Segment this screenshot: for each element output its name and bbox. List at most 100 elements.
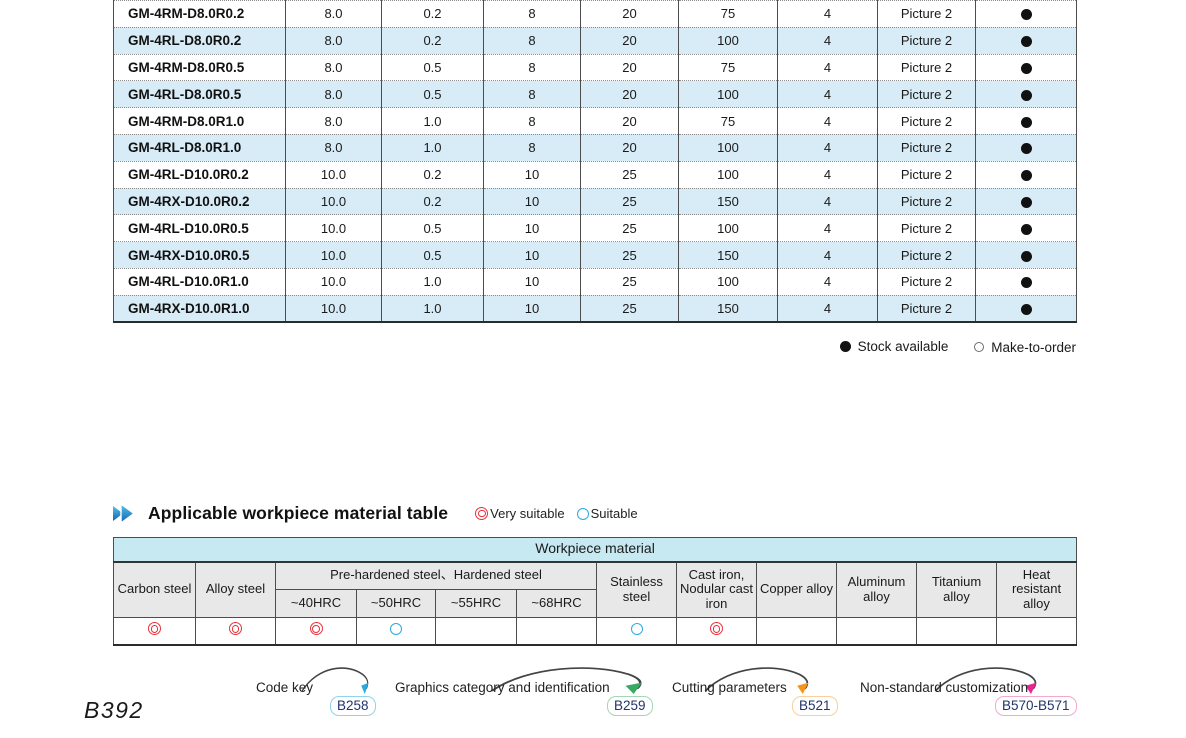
spec-value-cell: 75	[678, 53, 778, 81]
spec-value-cell: 100	[678, 160, 778, 189]
spec-value-cell: 8.0	[285, 26, 382, 55]
stock-available-icon	[1020, 36, 1032, 48]
stock-available-icon	[1020, 116, 1032, 128]
spec-value-cell: 0.5	[381, 214, 484, 242]
spec-value-cell: 100	[678, 26, 778, 55]
material-rating-cell	[113, 617, 196, 646]
page-number: B392	[84, 697, 144, 723]
material-column-header: Pre-hardened steel、Hardened steel	[275, 561, 597, 590]
model-code-cell: GM-4RL-D8.0R1.0	[113, 133, 286, 162]
stock-available-icon	[1020, 89, 1032, 101]
stock-cell	[975, 26, 1077, 55]
make-to-order-label: Make-to-order	[991, 339, 1076, 355]
spec-value-cell: 25	[580, 294, 679, 323]
material-rating-cell	[195, 617, 276, 646]
spec-value-cell: 4	[777, 294, 878, 323]
spec-value-cell: 100	[678, 133, 778, 162]
spec-value-cell: 0.2	[381, 187, 484, 215]
spec-value-cell: 150	[678, 241, 778, 269]
suitable-legend: Suitable	[576, 506, 638, 521]
model-code-cell: GM-4RL-D10.0R0.2	[113, 160, 286, 189]
spec-value-cell: 8.0	[285, 0, 382, 28]
spec-value-cell: 75	[678, 107, 778, 135]
material-column-header: Aluminum alloy	[836, 561, 917, 618]
spec-value-cell: 8	[483, 26, 581, 55]
spec-value-cell: 8.0	[285, 80, 382, 108]
spec-row: GM-4RM-D8.0R0.5 8.0 0.5 8 20 75 4 Picture 2	[113, 53, 1077, 81]
very-suitable-icon	[475, 507, 489, 520]
hardness-sub-header: ~55HRC	[435, 589, 517, 618]
model-code-cell: GM-4RM-D8.0R0.5	[113, 53, 286, 81]
model-code-cell: GM-4RL-D8.0R0.2	[113, 26, 286, 55]
suitable-icon	[576, 507, 589, 520]
make-to-order-legend: Make-to-order	[974, 340, 1076, 355]
spec-value-cell: Picture 2	[877, 294, 976, 323]
material-rating-cell	[916, 617, 997, 646]
spec-value-cell: 0.5	[381, 53, 484, 81]
footer-link-label: Graphics category and identification	[395, 680, 610, 695]
spec-value-cell: 0.5	[381, 241, 484, 269]
spec-value-cell: 8.0	[285, 133, 382, 162]
suitable-icon	[630, 622, 643, 635]
section-title: Applicable workpiece material table	[148, 503, 449, 523]
spec-value-cell: 8	[483, 107, 581, 135]
spec-value-cell: 10	[483, 267, 581, 296]
page-ref-badge[interactable]: B570-B571	[995, 696, 1077, 716]
page-ref-badge[interactable]: B521	[792, 696, 838, 716]
spec-row: GM-4RL-D10.0R1.0 10.0 1.0 10 25 100 4 Picture 2	[113, 267, 1077, 296]
footer-link-item: Code key B258	[256, 667, 391, 724]
footer-link-item: Cutting parameters B521	[672, 667, 852, 724]
spec-row: GM-4RX-D10.0R1.0 10.0 1.0 10 25 150 4 Picture 2	[113, 294, 1077, 323]
spec-value-cell: 10	[483, 214, 581, 242]
spec-value-cell: 25	[580, 160, 679, 189]
page-ref-badge[interactable]: B258	[330, 696, 376, 716]
spec-value-cell: 0.5	[381, 80, 484, 108]
spec-value-cell: 25	[580, 267, 679, 296]
spec-value-cell: 4	[777, 0, 878, 28]
page-ref-badge[interactable]: B259	[607, 696, 653, 716]
spec-value-cell: Picture 2	[877, 267, 976, 296]
spec-value-cell: 10.0	[285, 214, 382, 242]
material-column-header: Carbon steel	[113, 561, 196, 618]
spec-value-cell: 8	[483, 80, 581, 108]
model-code-cell: GM-4RL-D8.0R0.5	[113, 80, 286, 108]
spec-value-cell: 4	[777, 160, 878, 189]
spec-row: GM-4RL-D8.0R0.5 8.0 0.5 8 20 100 4 Picture 2	[113, 80, 1077, 108]
spec-value-cell: 4	[777, 26, 878, 55]
material-rating-cell	[836, 617, 917, 646]
pointer-arrow-icon	[934, 667, 1037, 694]
model-code-cell: GM-4RL-D10.0R1.0	[113, 267, 286, 296]
stock-cell	[975, 80, 1077, 108]
model-code-cell: GM-4RL-D10.0R0.5	[113, 214, 286, 242]
spec-row: GM-4RM-D8.0R1.0 8.0 1.0 8 20 75 4 Picture 2	[113, 107, 1077, 135]
spec-value-cell: Picture 2	[877, 26, 976, 55]
footer-link-item: Graphics category and identification B259	[395, 667, 665, 724]
spec-value-cell: 20	[580, 53, 679, 81]
stock-cell	[975, 0, 1077, 28]
stock-available-icon	[1020, 250, 1032, 262]
material-table: Workpiece material Carbon steel Alloy ste…	[112, 537, 1078, 646]
spec-value-cell: 4	[777, 133, 878, 162]
spec-value-cell: 1.0	[381, 107, 484, 135]
spec-value-cell: 4	[777, 214, 878, 242]
spec-value-cell: 100	[678, 267, 778, 296]
spec-row: GM-4RL-D10.0R0.2 10.0 0.2 10 25 100 4 Picture 2	[113, 160, 1077, 189]
spec-value-cell: 8	[483, 53, 581, 81]
stock-available-icon	[1020, 143, 1032, 155]
make-to-order-icon	[974, 342, 985, 352]
spec-value-cell: Picture 2	[877, 187, 976, 215]
spec-value-cell: Picture 2	[877, 0, 976, 28]
spec-value-cell: 20	[580, 80, 679, 108]
footer-link-label: Non-standard customization	[860, 680, 1029, 695]
spec-value-cell: 25	[580, 187, 679, 215]
material-column-header: Copper alloy	[756, 561, 837, 618]
very-suitable-label: Very suitable	[490, 506, 565, 521]
model-code-cell: GM-4RX-D10.0R0.5	[113, 241, 286, 269]
material-section-header: Applicable workpiece material table Very…	[112, 503, 638, 524]
model-code-cell: GM-4RM-D8.0R0.2	[113, 0, 286, 28]
hardness-sub-header: ~68HRC	[516, 589, 597, 618]
stock-available-icon	[1020, 9, 1032, 21]
stock-cell	[975, 294, 1077, 323]
spec-value-cell: 150	[678, 294, 778, 323]
